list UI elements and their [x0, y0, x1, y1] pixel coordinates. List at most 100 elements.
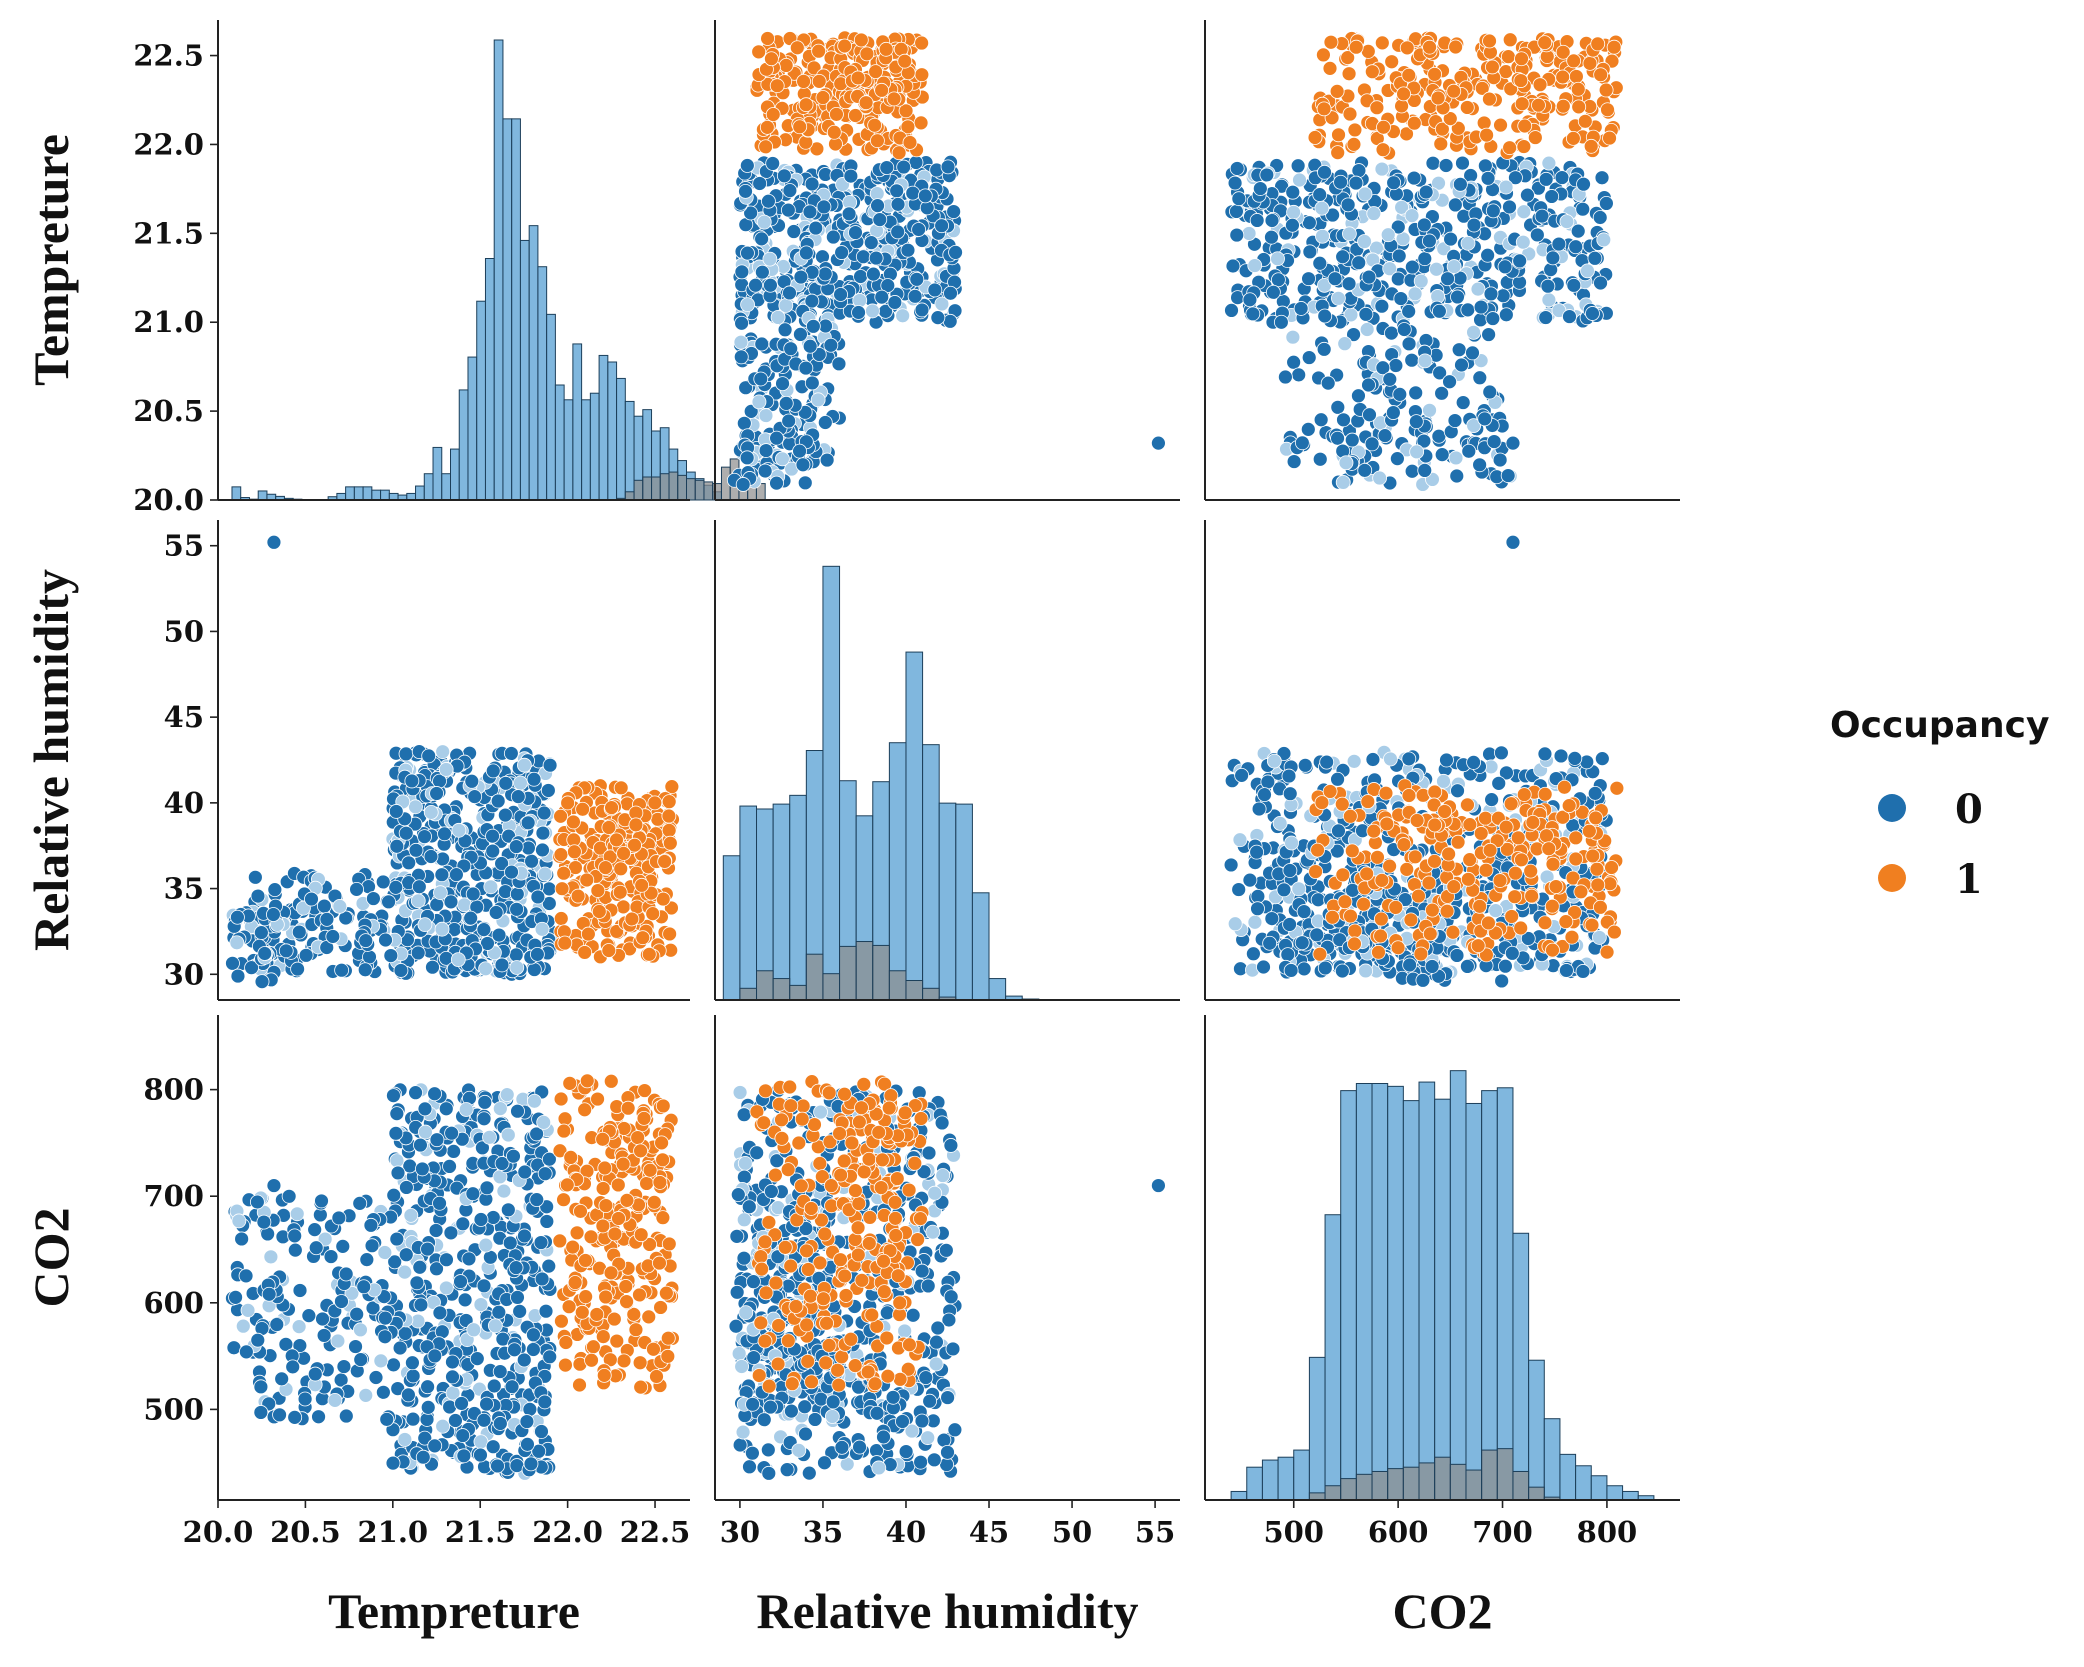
scatter-point-class0	[463, 910, 479, 926]
scatter-point-class1	[806, 60, 822, 76]
scatter-point-class0	[1568, 239, 1584, 255]
scatter-point-class0	[948, 245, 963, 260]
scatter-point-class0	[795, 457, 811, 473]
scatter-point-class1	[1371, 944, 1386, 960]
scatter-point-class0	[432, 1305, 448, 1321]
scatter-point-class1	[1573, 884, 1589, 900]
scatter-point-class0	[325, 929, 341, 944]
scatter-point-class0	[1312, 255, 1328, 271]
scatter-point-class1	[848, 108, 863, 123]
scatter-point-class0	[427, 1348, 443, 1364]
hist-bar-temp-class0	[467, 356, 478, 501]
scatter-point-class0	[524, 853, 539, 869]
scatter-point-class1	[1545, 942, 1560, 958]
scatter-point-class1	[1406, 115, 1422, 131]
scatter-point-class1	[1508, 865, 1523, 881]
scatter-point-class0	[1497, 259, 1513, 275]
scatter-point-class0	[1498, 958, 1513, 974]
scatter-point-class0	[1281, 768, 1297, 784]
scatter-point-class0	[540, 783, 556, 798]
scatter-point-class0	[291, 1319, 307, 1335]
hist-bar-temp-class0	[624, 400, 635, 501]
hist-bar-rh-class0	[938, 802, 957, 1001]
scatter-point-class1	[897, 53, 913, 69]
scatter-point-class1	[609, 1333, 625, 1349]
scatter-point-class0	[1335, 249, 1351, 265]
scatter-point-class0	[412, 1259, 428, 1275]
scatter-point-class1	[1329, 83, 1345, 99]
scatter-point-class0	[1537, 746, 1553, 762]
scatter-point-class0	[1285, 217, 1300, 233]
scatter-point-class0	[1461, 443, 1477, 459]
scatter-point-class0	[496, 1183, 512, 1199]
scatter-point-class1	[1537, 35, 1553, 51]
scatter-point-class0	[1312, 451, 1328, 467]
scatter-point-class0	[486, 1378, 502, 1394]
scatter-point-class0	[1541, 292, 1557, 308]
scatter-point-class0	[537, 1166, 553, 1182]
hist-bar-temp-class1	[624, 491, 635, 501]
scatter-point-class0	[1460, 235, 1476, 251]
scatter-point-class0	[1249, 844, 1265, 860]
y-tick-label: 50	[164, 614, 204, 648]
scatter-point-class1	[1356, 896, 1372, 912]
scatter-point-class1	[1424, 902, 1440, 918]
scatter-point-class0	[1512, 253, 1528, 269]
scatter-point-class0	[1593, 275, 1608, 291]
y-tick-label: 45	[164, 700, 204, 734]
scatter-point-outlier	[266, 534, 282, 550]
scatter-point-class0	[1335, 475, 1351, 490]
scatter-point-class0	[1417, 463, 1433, 478]
scatter-point-class0	[265, 907, 281, 922]
y-tick-label: 40	[164, 786, 204, 820]
scatter-point-class0	[1424, 959, 1440, 974]
scatter-point-class0	[863, 235, 879, 251]
scatter-point-class0	[377, 1310, 393, 1326]
scatter-point-class1	[1401, 67, 1417, 83]
scatter-point-class1	[604, 800, 619, 816]
scatter-point-class0	[327, 1392, 343, 1408]
scatter-point-class1	[1334, 796, 1350, 812]
scatter-point-class0	[1404, 259, 1420, 275]
scatter-point-class1	[789, 40, 805, 56]
scatter-point-class0	[733, 334, 749, 350]
scatter-point-class1	[598, 860, 613, 876]
scatter-point-class0	[1327, 271, 1343, 287]
scatter-point-class1	[1360, 794, 1376, 809]
scatter-point-class1	[1470, 938, 1486, 954]
scatter-point-class0	[752, 176, 768, 191]
scatter-point-class0	[1271, 272, 1286, 288]
scatter-point-class0	[1448, 450, 1464, 466]
scatter-point-class0	[1417, 353, 1433, 369]
scatter-point-class1	[1411, 888, 1426, 904]
scatter-point-class0	[1540, 278, 1556, 294]
scatter-point-class1	[913, 115, 929, 131]
scatter-point-class0	[253, 1405, 269, 1420]
scatter-point-class0	[775, 451, 790, 467]
scatter-point-class0	[397, 1264, 413, 1280]
scatter-point-class0	[417, 917, 433, 933]
scatter-point-class0	[432, 1195, 447, 1211]
hist-bar-temp-class0	[554, 384, 565, 501]
hist-bar-rh-class0	[822, 565, 841, 1001]
scatter-point-class0	[289, 1206, 305, 1222]
scatter-point-class1	[1396, 86, 1411, 102]
scatter-point-class0	[1225, 258, 1241, 274]
scatter-point-class0	[1466, 217, 1482, 233]
scatter-point-class0	[250, 888, 266, 904]
scatter-point-class1	[1527, 130, 1543, 145]
scatter-point-class0	[375, 874, 391, 890]
scatter-point-class0	[1406, 170, 1422, 186]
scatter-point-class0	[485, 763, 501, 779]
scatter-point-class1	[1433, 136, 1449, 152]
scatter-point-class0	[1320, 375, 1336, 391]
hist-bar-temp-class0	[432, 446, 443, 501]
scatter-point-class0	[455, 1428, 471, 1443]
scatter-point-class1	[1403, 912, 1419, 928]
scatter-point-class1	[561, 1299, 577, 1315]
scatter-point-class0	[517, 1164, 533, 1180]
scatter-point-class0	[435, 1418, 451, 1434]
scatter-point-class0	[804, 293, 820, 309]
scatter-point-class0	[448, 1413, 463, 1428]
scatter-point-class0	[1292, 172, 1307, 188]
